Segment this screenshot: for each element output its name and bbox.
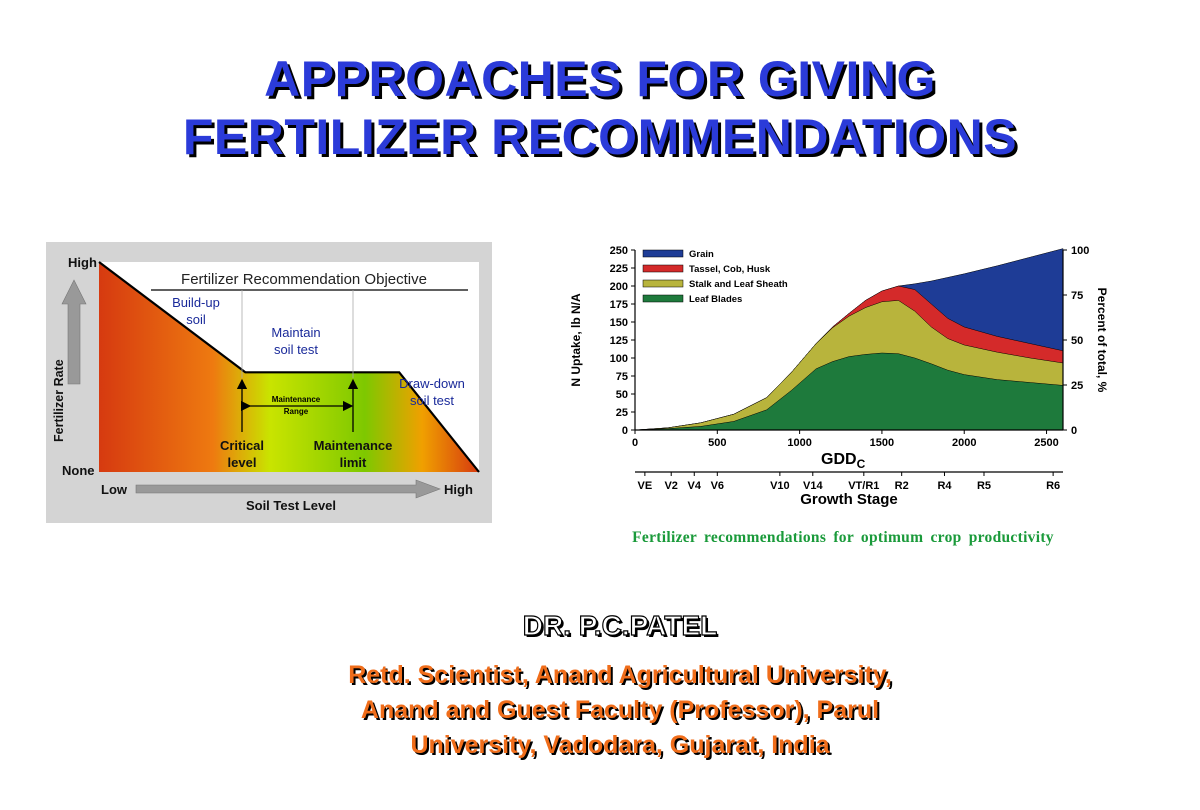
stage-label: V6 — [711, 480, 724, 492]
chart-title: Fertilizer Recommendation Objective — [181, 271, 427, 288]
soil-test-level-arrow — [135, 479, 441, 499]
y-tick-label: 225 — [610, 263, 628, 275]
y-tick-label: 175 — [610, 299, 628, 311]
y-tick-label: 100 — [610, 353, 628, 365]
critical-level-label-line-2: level — [228, 455, 257, 470]
y-axis-label: Fertilizer Rate — [52, 359, 66, 442]
legend-swatch — [642, 264, 684, 273]
legend-swatch — [642, 279, 684, 288]
x-tick-low: Low — [101, 482, 128, 497]
x-tick-high: High — [444, 482, 473, 497]
x-axis-label-main: GDD — [821, 451, 857, 468]
stage-label: R6 — [1046, 480, 1060, 492]
n-uptake-chart-panel: 0 25 50 75 100 125 150 175 200 225 250 0 25 50 75 100 0 5… — [567, 240, 1109, 520]
maintenance-limit-label-line-2: limit — [340, 455, 367, 470]
zone-2-label-line-1: Maintain — [271, 325, 320, 340]
stage-label: V14 — [803, 480, 823, 492]
y2-axis-label: Percent of total, % — [1095, 288, 1109, 393]
affiliation-line-3: University, Vadodara, Gujarat, India — [410, 731, 830, 759]
y-tick-label: 0 — [622, 425, 628, 437]
stage-label: VE — [638, 480, 653, 492]
stacked-areas — [634, 248, 1064, 431]
fertilizer-objective-chart-panel: Fertilizer Recommendation Objective Buil… — [46, 242, 492, 523]
y-tick-label: 250 — [610, 245, 628, 257]
x-tick-label: 1000 — [787, 437, 811, 449]
legend-swatch — [642, 249, 684, 258]
critical-level-label-line-1: Critical — [220, 438, 264, 453]
chart-legend: Grain Tassel, Cob, Husk Stalk and Leaf She… — [642, 249, 788, 305]
fertilizer-rate-line — [98, 261, 480, 473]
zone-1-label-line-1: Build-up — [172, 295, 220, 310]
x-tick-label: 2000 — [952, 437, 976, 449]
zone-3-label-line-1: Draw-down — [399, 376, 465, 391]
y2-tick-label: 25 — [1071, 380, 1083, 392]
stage-label: R4 — [937, 480, 952, 492]
y-tick-label: 75 — [616, 371, 628, 383]
slide-title: APPROACHES FOR GIVING FERTILIZER RECOMME… — [0, 50, 1200, 166]
title-line-1: APPROACHES FOR GIVING — [264, 51, 936, 107]
chart-caption: Fertilizer recommendations for optimum c… — [632, 529, 1054, 546]
legend-label: Tassel, Cob, Husk — [689, 264, 771, 275]
x-tick-label: 1500 — [870, 437, 894, 449]
fertilizer-rate-arrow — [61, 279, 87, 385]
x-tick-label: 2500 — [1034, 437, 1058, 449]
growth-stage-ticks: VE V2 V4 V6 V10 V14 VT/R1 R2 R4 R5 R6 — [638, 472, 1060, 492]
author-affiliation: Retd. Scientist, Anand Agricultural Univ… — [230, 658, 1010, 763]
stage-label: V2 — [664, 480, 677, 492]
affiliation-line-2: Anand and Guest Faculty (Professor), Par… — [360, 696, 880, 724]
y-axis-label: N Uptake, lb N/A — [569, 293, 583, 387]
stage-label: V10 — [770, 480, 790, 492]
stage-label: R5 — [977, 480, 991, 492]
legend-swatch — [642, 294, 684, 303]
y-tick-label: 25 — [616, 407, 628, 419]
y2-tick-label: 100 — [1071, 245, 1089, 257]
legend-label: Stalk and Leaf Sheath — [689, 279, 788, 290]
x-axis-label: GDDC — [821, 451, 866, 471]
affiliation-line-1: Retd. Scientist, Anand Agricultural Univ… — [348, 661, 892, 689]
y2-tick-label: 75 — [1071, 290, 1083, 302]
author-name: DR. P.C.PATEL — [522, 609, 718, 641]
zone-2-label-line-2: soil test — [274, 342, 318, 357]
fertilizer-objective-chart: Fertilizer Recommendation Objective Buil… — [46, 242, 492, 523]
stage-label: V4 — [688, 480, 702, 492]
legend-label: Grain — [689, 249, 714, 260]
y-tick-none: None — [62, 463, 95, 478]
x-axis-label-subscript: C — [857, 457, 866, 471]
maintenance-range-label-line-2: Range — [284, 407, 309, 416]
zone-3-label-line-2: soil test — [410, 393, 454, 408]
x-axis-label: Soil Test Level — [246, 498, 336, 513]
y2-tick-label: 0 — [1071, 425, 1077, 437]
y-tick-label: 125 — [610, 335, 628, 347]
title-line-2: FERTILIZER RECOMMENDATIONS — [182, 109, 1018, 165]
stage-label: VT/R1 — [848, 480, 879, 492]
y-tick-label: 200 — [610, 281, 628, 293]
growth-stage-label: Growth Stage — [800, 491, 898, 508]
y-tick-high: High — [68, 255, 97, 270]
zone-1-label-line-2: soil — [186, 312, 206, 327]
stage-label: R2 — [895, 480, 909, 492]
fertilizer-rate-area — [99, 262, 479, 472]
maintenance-range-label-line-1: Maintenance — [272, 395, 321, 404]
y-tick-label: 50 — [616, 389, 628, 401]
x-tick-label: 500 — [708, 437, 726, 449]
area-leaf-blades — [634, 352, 1064, 431]
maintenance-limit-label-line-1: Maintenance — [314, 438, 393, 453]
y-tick-label: 150 — [610, 317, 628, 329]
x-tick-label: 0 — [632, 437, 638, 449]
legend-label: Leaf Blades — [689, 294, 742, 305]
y2-tick-label: 50 — [1071, 335, 1083, 347]
